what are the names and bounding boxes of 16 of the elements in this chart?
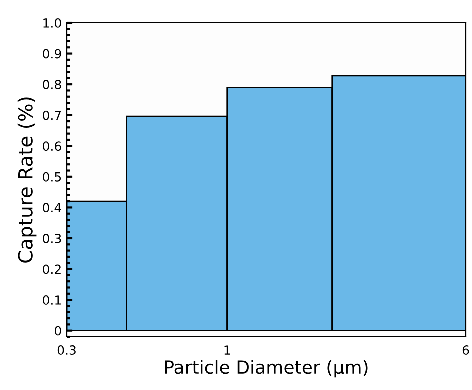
y-tick-label: 0.7 xyxy=(43,110,62,120)
x-axis-title: Particle Diameter (μm) xyxy=(165,360,368,378)
y-axis-title: Capture Rate (%) xyxy=(18,98,37,263)
x-tick-label: 6 xyxy=(462,346,470,356)
y-tick-label: 1.0 xyxy=(44,18,62,28)
y-tick-label: 0.1 xyxy=(43,296,61,305)
y-tick-label: 0.8 xyxy=(43,80,62,90)
y-tick-label: 0.6 xyxy=(43,142,62,152)
y-tick-label: 0.2 xyxy=(43,264,61,274)
y-tick-label: 0.9 xyxy=(43,49,62,59)
y-tick-label: 0 xyxy=(55,326,62,336)
x-tick-label: 0.3 xyxy=(58,346,76,356)
y-tick-label: 0.3 xyxy=(43,234,62,244)
y-tick-label: 0.5 xyxy=(43,172,62,182)
x-tick-label: 1 xyxy=(224,346,230,355)
y-tick-label: 0.4 xyxy=(43,203,62,213)
